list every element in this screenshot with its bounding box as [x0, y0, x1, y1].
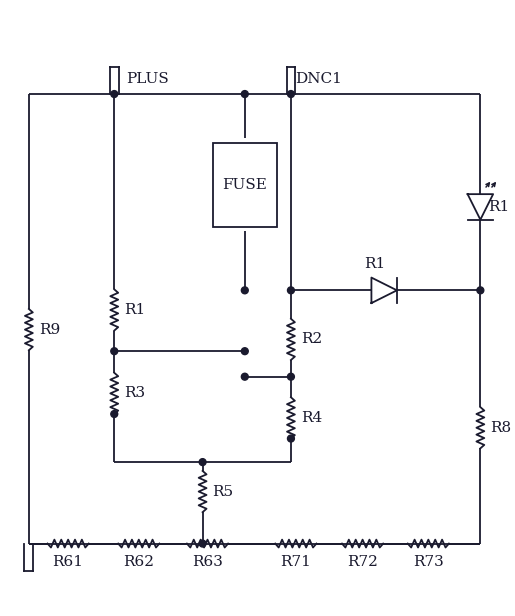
Circle shape	[242, 348, 248, 355]
Text: R72: R72	[347, 556, 378, 569]
Text: R9: R9	[39, 323, 60, 336]
Circle shape	[287, 435, 295, 442]
Text: R8: R8	[490, 421, 511, 435]
Circle shape	[199, 459, 206, 466]
Bar	[213, 143, 277, 227]
Circle shape	[287, 287, 295, 294]
Circle shape	[111, 91, 118, 97]
Circle shape	[477, 287, 484, 294]
Text: R63: R63	[192, 556, 223, 569]
Text: R3: R3	[124, 386, 145, 400]
Text: R2: R2	[301, 333, 322, 346]
Text: R73: R73	[413, 556, 444, 569]
Circle shape	[287, 91, 295, 97]
Circle shape	[111, 411, 118, 418]
Text: R5: R5	[212, 485, 233, 498]
Text: DNC1: DNC1	[295, 72, 342, 86]
Text: PLUS: PLUS	[126, 72, 169, 86]
Circle shape	[242, 287, 248, 294]
Text: R62: R62	[123, 556, 154, 569]
Text: R4: R4	[301, 411, 322, 425]
Text: FUSE: FUSE	[222, 178, 267, 192]
Circle shape	[199, 540, 206, 547]
Text: R1: R1	[124, 303, 145, 317]
Circle shape	[242, 373, 248, 380]
Text: R61: R61	[53, 556, 83, 569]
Circle shape	[242, 91, 248, 97]
Text: R1: R1	[365, 257, 386, 270]
Text: R1: R1	[488, 200, 509, 214]
Circle shape	[111, 348, 118, 355]
Circle shape	[287, 373, 295, 380]
Text: R71: R71	[280, 556, 311, 569]
